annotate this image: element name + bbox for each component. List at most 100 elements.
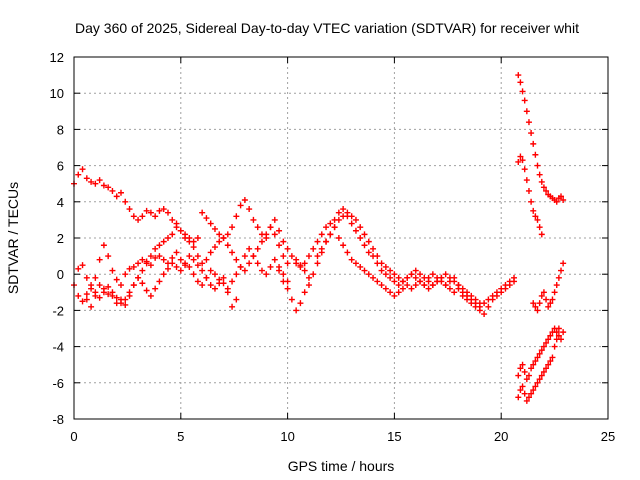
data-point: [525, 119, 532, 126]
data-point: [547, 358, 554, 365]
data-point: [75, 292, 82, 299]
data-point: [143, 287, 150, 294]
data-point: [331, 224, 338, 231]
data-point: [280, 271, 287, 278]
data-point: [143, 258, 150, 265]
data-point: [169, 254, 176, 261]
data-point: [79, 262, 86, 269]
data-point: [233, 213, 240, 220]
data-point: [177, 227, 184, 234]
data-point: [314, 253, 321, 260]
data-point: [521, 368, 528, 375]
data-point: [211, 285, 218, 292]
data-point: [523, 376, 530, 383]
data-point: [553, 329, 560, 336]
data-point: [224, 231, 231, 238]
data-point: [399, 278, 406, 285]
data-point: [139, 256, 146, 263]
data-point: [220, 274, 227, 281]
data-point: [224, 242, 231, 249]
data-point: [335, 235, 342, 241]
data-point: [305, 274, 312, 281]
x-axis-label: GPS time / hours: [288, 458, 395, 474]
data-point: [169, 231, 176, 238]
data-point: [182, 260, 189, 267]
data-point: [348, 213, 355, 220]
data-point: [553, 336, 560, 343]
y-tick-label: -4: [52, 340, 64, 355]
data-point: [429, 271, 436, 278]
data-point: [263, 271, 270, 278]
data-point: [528, 390, 535, 397]
series-track-a: [71, 166, 312, 281]
data-point: [186, 253, 193, 260]
data-point: [190, 256, 197, 263]
data-point: [519, 157, 526, 164]
data-point: [408, 285, 415, 292]
series-track-i: [515, 153, 545, 238]
x-tick-label: 10: [280, 429, 294, 444]
data-point: [536, 171, 543, 178]
data-point: [521, 166, 528, 173]
data-point: [177, 267, 184, 274]
data-point: [164, 209, 171, 216]
y-tick-label: -8: [52, 412, 64, 427]
data-point: [194, 253, 201, 260]
data-point: [387, 274, 394, 281]
data-point: [412, 282, 419, 289]
data-point: [485, 296, 492, 303]
data-point: [391, 271, 398, 278]
data-point: [199, 267, 206, 274]
data-point: [92, 180, 99, 187]
data-point: [293, 307, 300, 314]
data-point: [246, 260, 253, 267]
data-point: [515, 372, 522, 379]
data-point: [203, 256, 210, 263]
data-point: [160, 271, 167, 278]
data-point: [83, 274, 90, 281]
data-point: [511, 274, 518, 281]
data-point: [532, 151, 539, 158]
data-point: [297, 300, 304, 307]
data-point: [536, 376, 543, 383]
data-point: [417, 271, 424, 278]
data-point: [361, 242, 368, 249]
data-point: [534, 307, 541, 314]
data-point: [216, 231, 223, 238]
series-track-g: [314, 209, 483, 307]
data-point: [224, 289, 231, 296]
data-point: [361, 231, 368, 238]
data-point: [126, 265, 133, 272]
data-point: [207, 249, 214, 256]
data-point: [271, 231, 278, 238]
data-point: [532, 358, 539, 365]
data-point: [83, 291, 90, 298]
data-point: [233, 296, 240, 303]
data-point: [421, 282, 428, 289]
data-point: [284, 260, 291, 267]
data-point: [370, 245, 377, 252]
data-point: [126, 206, 133, 213]
data-point: [357, 263, 364, 270]
data-point: [105, 184, 112, 191]
data-point: [164, 235, 171, 241]
data-point: [207, 282, 214, 289]
data-point: [357, 224, 364, 231]
data-point: [83, 175, 90, 182]
data-point: [517, 79, 524, 86]
data-point: [357, 235, 364, 241]
data-point: [464, 289, 471, 296]
data-point: [481, 311, 488, 318]
data-point: [130, 213, 137, 220]
data-point: [139, 213, 146, 220]
data-point: [173, 263, 180, 270]
data-point: [267, 263, 274, 270]
data-point: [305, 282, 312, 289]
data-point: [387, 289, 394, 296]
data-point: [318, 231, 325, 238]
data-point: [199, 282, 206, 289]
data-point: [169, 260, 176, 267]
data-point: [246, 206, 253, 213]
data-point: [173, 249, 180, 256]
